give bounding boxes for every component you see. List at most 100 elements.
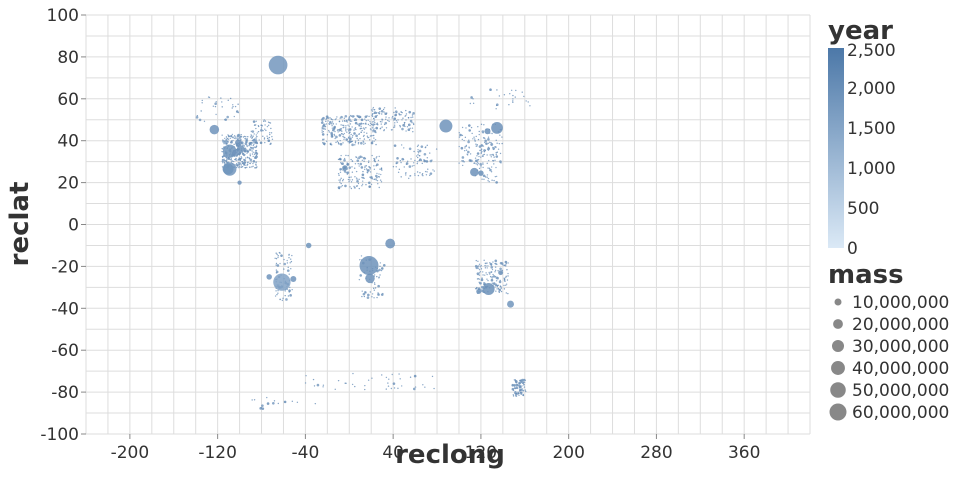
small-data-point — [326, 134, 329, 136]
small-data-point — [325, 120, 327, 123]
small-data-point — [250, 161, 252, 163]
small-data-point — [359, 155, 362, 159]
small-data-point — [277, 402, 280, 405]
small-data-point — [395, 162, 398, 165]
small-data-point — [376, 123, 378, 125]
small-data-point — [358, 187, 360, 190]
small-data-point — [480, 164, 482, 166]
small-data-point — [515, 386, 518, 389]
color-legend-label: 0 — [847, 239, 858, 259]
small-data-point — [465, 145, 468, 147]
data-point — [385, 238, 396, 249]
small-data-point — [488, 159, 490, 162]
small-data-point — [264, 120, 267, 122]
small-data-point — [493, 163, 495, 165]
small-data-point — [425, 160, 429, 163]
small-data-point — [243, 135, 246, 138]
small-data-point — [350, 114, 352, 117]
small-data-point — [342, 127, 344, 129]
small-data-point — [476, 287, 478, 289]
small-data-point — [473, 162, 475, 164]
small-data-point — [373, 140, 375, 142]
small-data-point — [361, 173, 365, 177]
small-data-point — [385, 376, 388, 379]
small-data-point — [527, 101, 529, 103]
small-data-point — [266, 135, 268, 137]
small-data-point — [477, 162, 479, 165]
small-data-point — [491, 268, 494, 271]
small-data-point — [503, 264, 505, 267]
small-data-point — [350, 141, 352, 143]
small-data-point — [420, 145, 424, 148]
small-data-point — [361, 156, 364, 158]
data-point — [478, 170, 484, 176]
small-data-point — [263, 119, 265, 121]
small-data-point — [347, 124, 349, 126]
small-data-point — [342, 133, 345, 136]
small-data-point — [384, 121, 388, 125]
small-data-point — [464, 147, 466, 149]
small-data-point — [417, 152, 420, 154]
small-data-point — [226, 137, 228, 140]
small-data-point — [393, 124, 396, 126]
small-data-point — [348, 141, 351, 143]
color-legend-title: year — [828, 16, 893, 46]
small-data-point — [505, 276, 507, 279]
small-data-point — [424, 386, 426, 388]
small-data-point — [369, 139, 371, 141]
size-legend-label: 50,000,000 — [852, 381, 949, 401]
size-legend-title: mass — [828, 260, 904, 290]
small-data-point — [361, 180, 364, 182]
small-data-point — [327, 117, 329, 119]
small-data-point — [497, 148, 500, 150]
small-data-point — [341, 130, 343, 132]
small-data-point — [433, 387, 435, 390]
small-data-point — [339, 142, 343, 146]
small-data-point — [375, 178, 377, 180]
small-data-point — [405, 109, 407, 112]
small-data-point — [484, 264, 486, 267]
small-data-point — [264, 141, 266, 144]
small-data-point — [367, 119, 369, 122]
small-data-point — [478, 155, 480, 158]
small-data-point — [221, 134, 223, 136]
small-data-point — [518, 389, 521, 391]
small-data-point — [429, 152, 431, 154]
small-data-point — [495, 153, 497, 155]
small-data-point — [257, 130, 260, 133]
small-data-point — [239, 158, 242, 160]
small-data-point — [275, 290, 277, 292]
small-data-point — [495, 155, 499, 158]
small-data-point — [498, 95, 501, 97]
small-data-point — [521, 388, 524, 390]
small-data-point — [470, 96, 473, 99]
small-data-point — [371, 121, 374, 123]
small-data-point — [408, 110, 412, 114]
small-data-point — [321, 121, 324, 123]
small-data-point — [423, 159, 425, 161]
small-data-point — [373, 158, 376, 161]
small-data-point — [312, 378, 315, 381]
small-data-point — [392, 382, 396, 385]
small-data-point — [364, 123, 366, 125]
small-data-point — [244, 167, 247, 169]
data-point — [235, 139, 242, 147]
small-data-point — [335, 123, 337, 125]
small-data-point — [260, 406, 263, 409]
small-data-point — [425, 146, 427, 148]
data-point — [290, 275, 297, 282]
small-data-point — [345, 130, 347, 132]
small-data-point — [260, 125, 263, 127]
small-data-point — [387, 385, 390, 387]
small-data-point — [474, 138, 476, 140]
small-data-point — [464, 136, 467, 139]
small-data-point — [489, 154, 491, 156]
small-data-point — [477, 260, 479, 263]
small-data-point — [485, 272, 487, 274]
color-legend-labels: 2,500 2,000 1,500 1,000 500 0 — [847, 41, 896, 259]
small-data-point — [354, 118, 358, 122]
small-data-point — [489, 273, 491, 275]
small-data-point — [215, 101, 217, 103]
small-data-point — [274, 295, 277, 297]
small-data-point — [507, 275, 509, 277]
